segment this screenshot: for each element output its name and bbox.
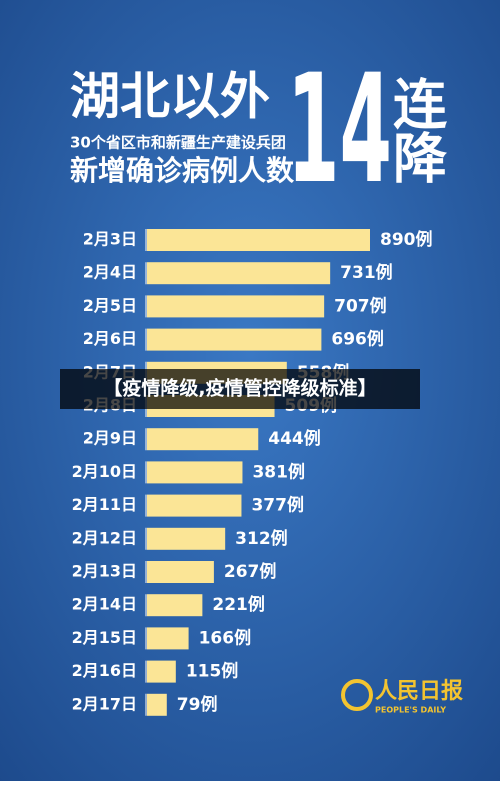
value-label: 166例	[199, 627, 252, 648]
bar	[147, 494, 242, 517]
category-label: 2月15日	[72, 628, 137, 647]
bar	[147, 627, 189, 650]
bar	[147, 328, 322, 351]
category-label: 2月10日	[72, 462, 137, 481]
title-suffix: 连降	[384, 76, 447, 184]
category-label: 2月14日	[72, 595, 137, 614]
value-label: 444例	[268, 428, 321, 449]
value-label: 221例	[212, 594, 264, 615]
title-number: 14	[287, 43, 392, 217]
banner-bg	[60, 369, 420, 409]
subtitle: 30个省区市和新疆生产建设兵团	[70, 134, 286, 152]
bar	[147, 527, 226, 550]
category-label: 2月6日	[83, 329, 137, 348]
bar	[147, 461, 243, 484]
bar	[147, 428, 259, 451]
category-label: 2月5日	[83, 296, 137, 315]
category-label: 2月17日	[72, 694, 137, 713]
category-label: 2月12日	[72, 528, 137, 547]
bar	[147, 229, 370, 251]
value-label: 377例	[251, 495, 304, 516]
bar	[147, 660, 176, 683]
value-label: 381例	[252, 461, 305, 482]
value-label: 890例	[380, 229, 433, 250]
subtitle: 新增确诊病例人数	[70, 154, 295, 187]
category-label: 2月13日	[72, 562, 137, 581]
banner: 【疫情降级,疫情管控降级标准】	[103, 377, 376, 400]
category-label: 2月3日	[83, 230, 137, 249]
value-label: 696例	[331, 329, 384, 350]
category-label: 2月4日	[83, 263, 137, 282]
value-label: 731例	[340, 262, 393, 283]
value-label: 267例	[224, 561, 277, 582]
category-label: 2月9日	[83, 429, 137, 448]
logo-icon	[341, 679, 373, 711]
chart-title: 湖北以外	[70, 68, 270, 126]
logo-name: 人民日报	[375, 679, 463, 704]
category-label: 2月11日	[72, 495, 137, 514]
bar	[147, 295, 325, 318]
value-label: 79例	[177, 694, 218, 715]
value-label: 312例	[235, 528, 288, 549]
logo-english: PEOPLE'S DAILY	[375, 706, 446, 715]
value-label: 707例	[334, 295, 387, 316]
bar	[147, 262, 331, 285]
bar	[147, 561, 214, 583]
bar	[147, 594, 203, 617]
value-label: 115例	[186, 661, 239, 682]
bar	[147, 693, 167, 716]
category-label: 2月16日	[72, 661, 137, 680]
